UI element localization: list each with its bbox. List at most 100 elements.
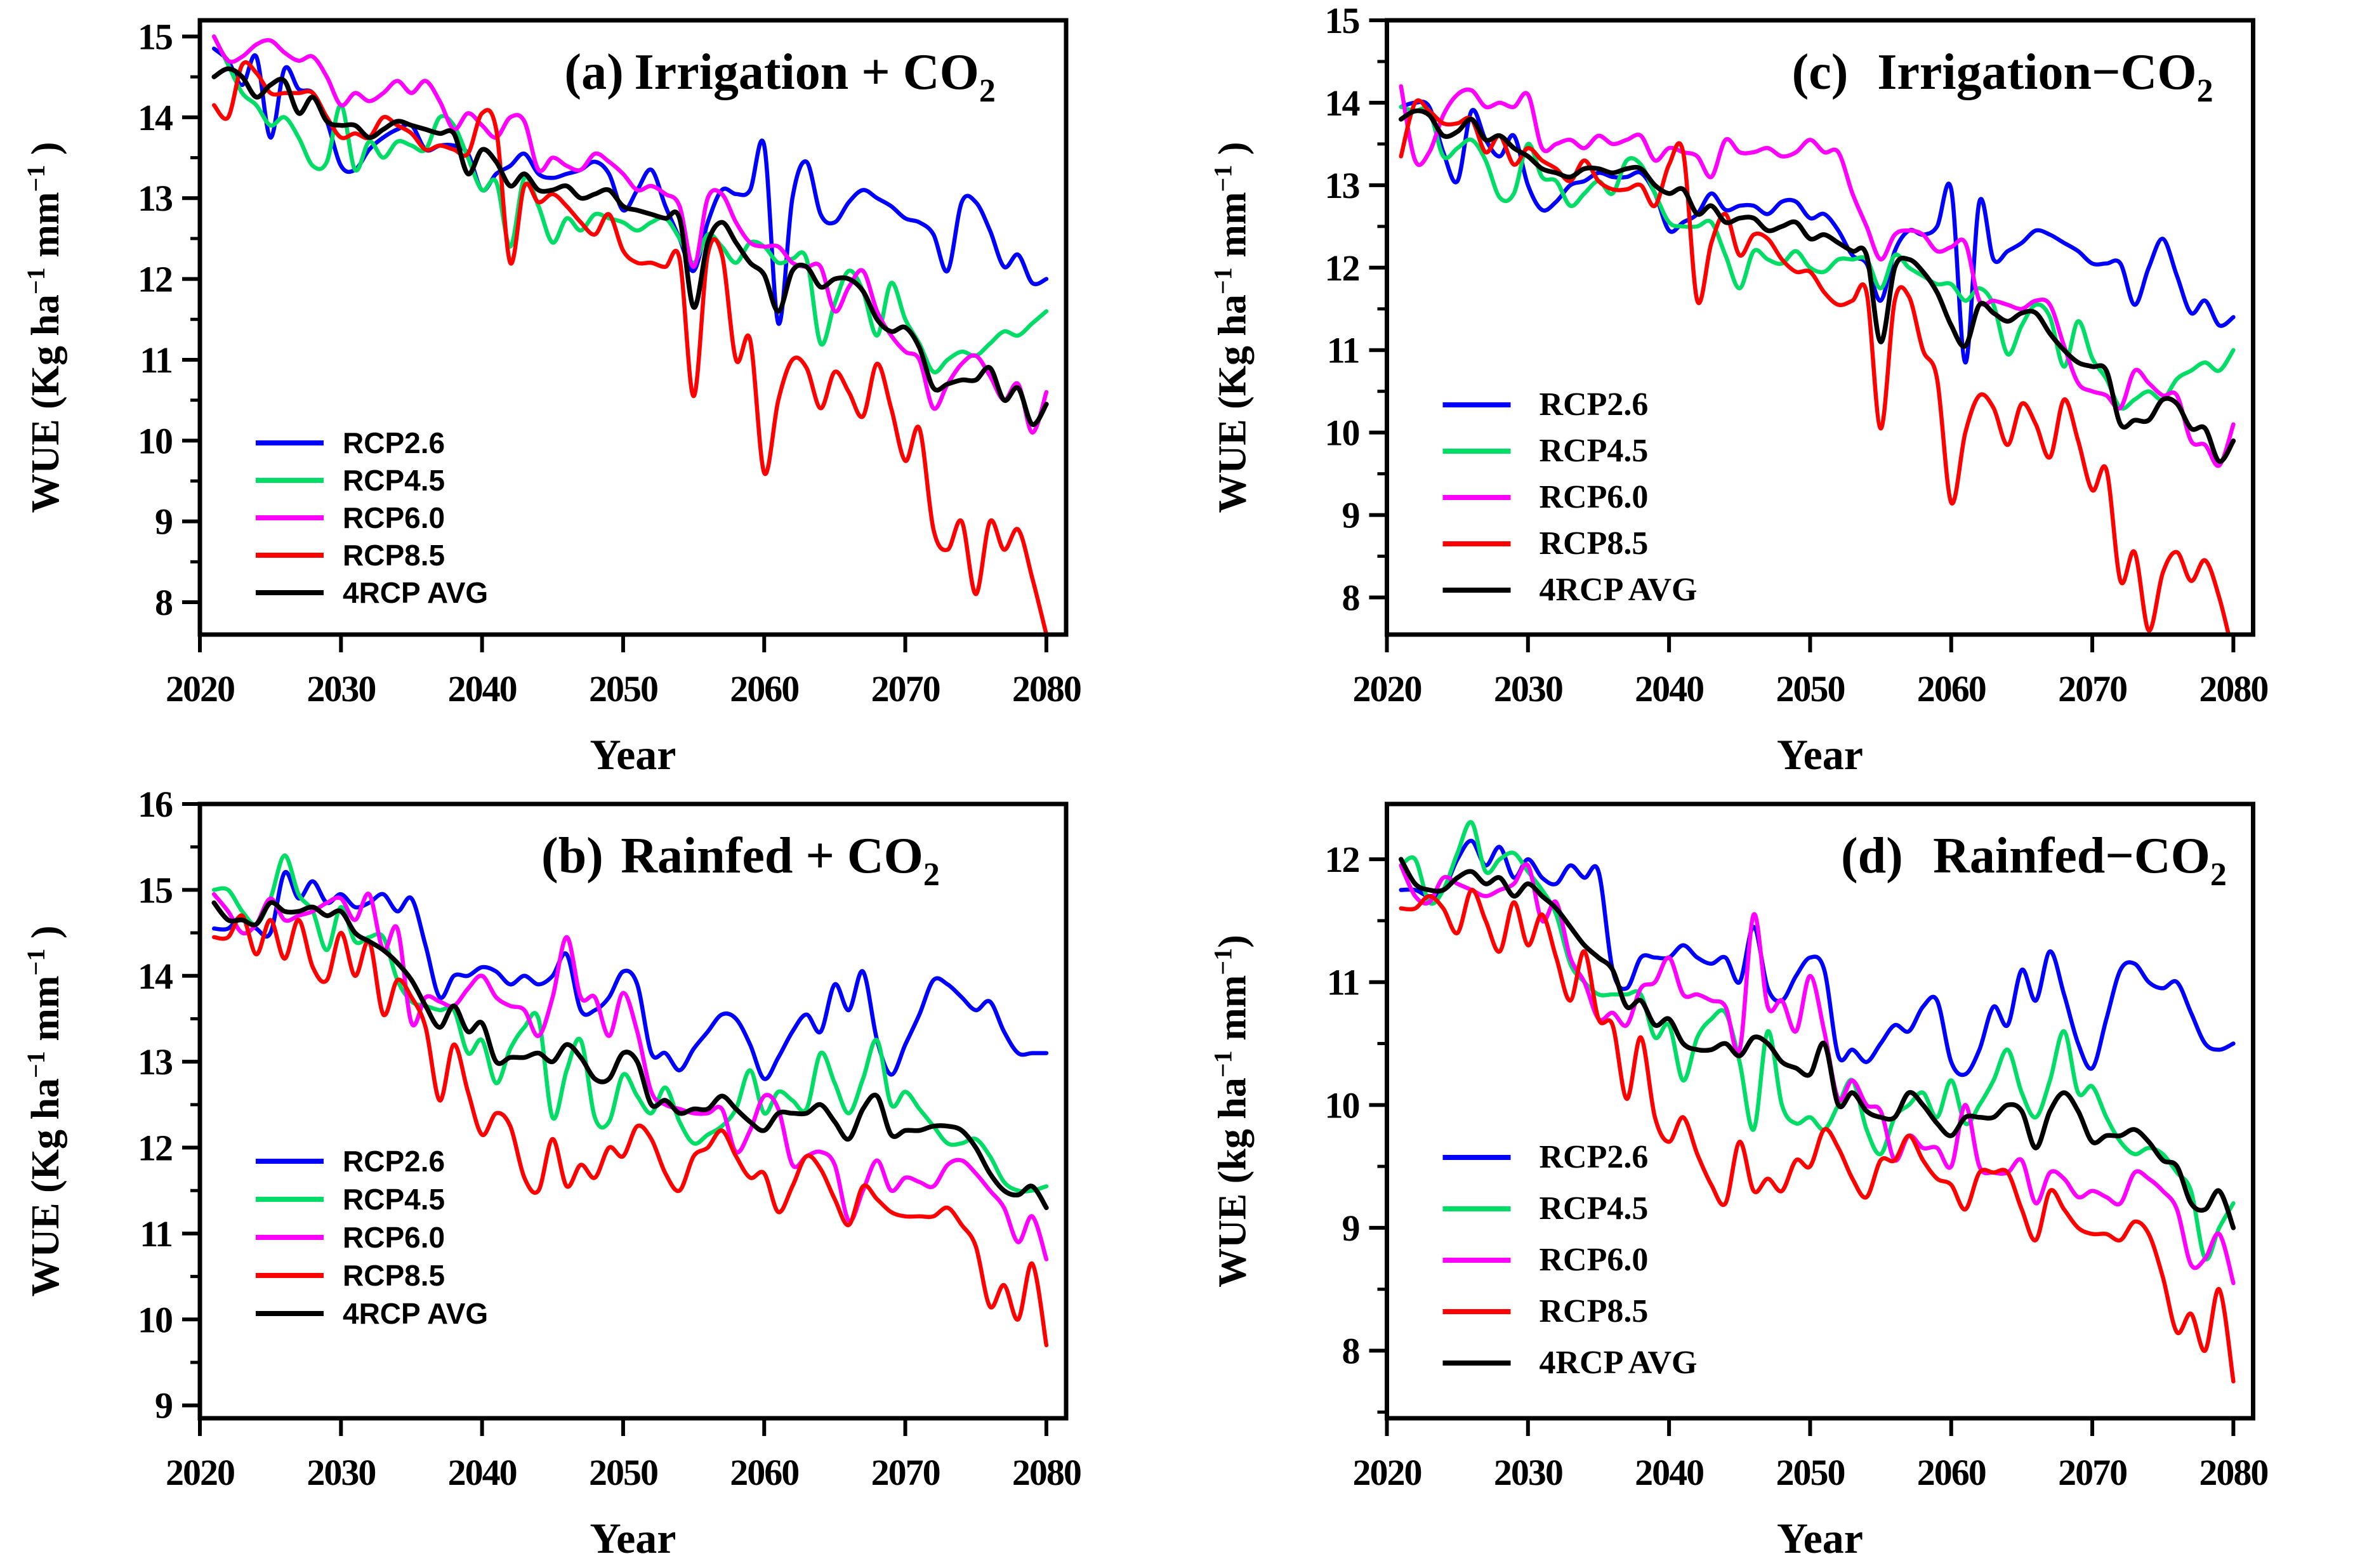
x-tick-label: 2060 bbox=[1917, 668, 1986, 709]
panel-c: 8 9 10 11 12 13 14 15 2020 2030 2040 2050 2060 2070 20… bbox=[1187, 0, 2374, 784]
y-tick-label: 14 bbox=[1325, 82, 1360, 124]
legend-label-rcp4.5: RCP4.5 bbox=[1540, 433, 1649, 469]
y-tick-label: 14 bbox=[138, 97, 173, 138]
series-line-rcp8.5 bbox=[211, 913, 1049, 1348]
x-axis-label: Year bbox=[1777, 1514, 1863, 1562]
legend-label-rcp2.6: RCP2.6 bbox=[1540, 1139, 1649, 1175]
legend-label-rcp2.6: RCP2.6 bbox=[343, 1145, 445, 1178]
x-tick-label: 2080 bbox=[2199, 668, 2267, 709]
series-line-rcp4.5 bbox=[211, 853, 1049, 1194]
panel-d: 8 9 10 11 12 2020 2030 2040 2050 2060 2070 2080 (d) R… bbox=[1187, 784, 2374, 1568]
legend-label-rcp4.5: RCP4.5 bbox=[343, 464, 445, 497]
y-tick-label: 8 bbox=[155, 582, 173, 623]
x-tick-label: 2020 bbox=[166, 1452, 234, 1493]
legend-label-rcp8.5: RCP8.5 bbox=[1540, 525, 1649, 562]
y-tick-label: 9 bbox=[1342, 495, 1359, 536]
series-line-4rcp-avg bbox=[1398, 857, 2236, 1230]
y-tick-label: 12 bbox=[138, 259, 172, 300]
x-tick-label: 2080 bbox=[1012, 1452, 1081, 1493]
y-tick-label: 8 bbox=[1342, 577, 1360, 619]
series-line-4rcp-avg bbox=[211, 900, 1049, 1211]
y-tick-label: 14 bbox=[138, 956, 173, 997]
legend-label-rcp8.5: RCP8.5 bbox=[343, 1259, 445, 1292]
panel-label: (c) bbox=[1792, 44, 1849, 100]
series-line-rcp2.6 bbox=[211, 869, 1049, 1081]
x-tick-label: 2020 bbox=[1353, 668, 1421, 709]
legend-label-rcp2.6: RCP2.6 bbox=[343, 426, 445, 459]
chart-rainfed-minus-co2: 8 9 10 11 12 2020 2030 2040 2050 2060 2070 2080 (d) R… bbox=[1187, 784, 2374, 1568]
y-tick-label: 15 bbox=[138, 869, 172, 911]
x-tick-label: 2030 bbox=[307, 1452, 375, 1493]
legend-label-rcp4.5: RCP4.5 bbox=[343, 1183, 445, 1216]
legend-label-rcp6.0: RCP6.0 bbox=[1540, 1242, 1649, 1278]
x-tick-label: 2070 bbox=[871, 1452, 940, 1493]
series-line-rcp8.5 bbox=[1399, 888, 2236, 1384]
panel-background bbox=[1187, 784, 2374, 1568]
y-tick-label: 13 bbox=[138, 178, 173, 219]
y-axis-label: WUE (Kg ha−1 mm−1 ) bbox=[22, 142, 67, 513]
x-tick-label: 2040 bbox=[448, 668, 517, 709]
y-tick-label: 8 bbox=[1342, 1331, 1360, 1372]
panel-title: Irrigation−CO2 bbox=[1877, 44, 2213, 109]
x-tick-label: 2070 bbox=[2058, 1452, 2127, 1493]
legend-label-4rcp-avg: 4RCP AVG bbox=[343, 1297, 488, 1330]
x-axis-label: Year bbox=[590, 1514, 676, 1562]
x-tick-label: 2050 bbox=[589, 668, 657, 709]
panel-title: Irrigation + CO2 bbox=[634, 44, 995, 109]
y-axis-label: WUE (Kg ha−1 mm−1 ) bbox=[1209, 142, 1255, 513]
legend-label-rcp4.5: RCP4.5 bbox=[1540, 1190, 1649, 1227]
legend-label-4rcp-avg: 4RCP AVG bbox=[1540, 1345, 1698, 1381]
series-line-4rcp-avg bbox=[1398, 108, 2236, 464]
legend-label-rcp6.0: RCP6.0 bbox=[343, 1221, 445, 1254]
y-tick-label: 10 bbox=[138, 1299, 172, 1340]
y-tick-label: 13 bbox=[1325, 165, 1360, 206]
series-line-rcp2.6 bbox=[1399, 100, 2236, 365]
series-line-rcp8.5 bbox=[1399, 98, 2231, 635]
y-tick-label: 9 bbox=[155, 1385, 172, 1426]
x-tick-label: 2080 bbox=[2199, 1452, 2267, 1493]
panel-label: (b) bbox=[541, 828, 603, 884]
x-tick-label: 2030 bbox=[307, 668, 375, 709]
y-tick-label: 11 bbox=[1327, 330, 1359, 371]
panel-b: 9 10 11 12 13 14 15 16 2020 2030 2040 2050 2060 2070 2… bbox=[0, 784, 1187, 1568]
legend-label-rcp8.5: RCP8.5 bbox=[343, 539, 445, 572]
chart-irrigation-minus-co2: 8 9 10 11 12 13 14 15 2020 2030 2040 2050 2060 2070 20… bbox=[1187, 0, 2374, 784]
x-axis-label: Year bbox=[590, 730, 676, 779]
x-tick-label: 2020 bbox=[1353, 1452, 1421, 1493]
x-tick-label: 2070 bbox=[2058, 668, 2127, 709]
chart-irrigation-plus-co2: 8 9 10 11 12 13 14 15 2020 2030 2040 2050 2060 2070 20… bbox=[0, 0, 1187, 784]
y-tick-label: 11 bbox=[140, 339, 172, 381]
panel-label: (d) bbox=[1841, 828, 1903, 884]
legend-label-rcp8.5: RCP8.5 bbox=[1540, 1293, 1649, 1329]
y-axis-label: WUE (kg ha−1 mm−1) bbox=[1209, 935, 1255, 1288]
chart-rainfed-plus-co2: 9 10 11 12 13 14 15 16 2020 2030 2040 2050 2060 2070 2… bbox=[0, 784, 1187, 1568]
x-axis-label: Year bbox=[1777, 730, 1863, 779]
x-tick-label: 2060 bbox=[730, 668, 798, 709]
y-tick-label: 11 bbox=[140, 1213, 172, 1255]
y-tick-label: 10 bbox=[1325, 412, 1359, 454]
legend-label-4rcp-avg: 4RCP AVG bbox=[1540, 572, 1698, 608]
legend-label-4rcp-avg: 4RCP AVG bbox=[343, 576, 488, 609]
y-tick-label: 16 bbox=[138, 784, 173, 825]
panel-title: Rainfed−CO2 bbox=[1933, 828, 2227, 893]
legend-label-rcp6.0: RCP6.0 bbox=[1540, 479, 1649, 515]
y-tick-label: 10 bbox=[1325, 1084, 1359, 1126]
y-tick-label: 13 bbox=[138, 1041, 173, 1083]
y-tick-label: 9 bbox=[1342, 1208, 1359, 1249]
plot-box bbox=[1385, 18, 2255, 637]
y-tick-label: 15 bbox=[1325, 0, 1359, 41]
series-line-rcp6.0 bbox=[1399, 862, 2236, 1286]
y-tick-label: 12 bbox=[1325, 839, 1359, 880]
series-line-rcp6.0 bbox=[1399, 84, 2236, 468]
x-tick-label: 2060 bbox=[1917, 1452, 1986, 1493]
series-line-rcp2.6 bbox=[1399, 838, 2236, 1077]
series-line-rcp6.0 bbox=[211, 34, 1049, 435]
x-tick-label: 2040 bbox=[448, 1452, 517, 1493]
panel-background bbox=[1187, 0, 2374, 784]
x-tick-label: 2020 bbox=[166, 668, 234, 709]
y-tick-label: 12 bbox=[138, 1128, 172, 1169]
panel-a: 8 9 10 11 12 13 14 15 2020 2030 2040 2050 2060 2070 20… bbox=[0, 0, 1187, 784]
plot-box bbox=[1385, 801, 2255, 1421]
panel-label: (a) bbox=[564, 44, 623, 100]
